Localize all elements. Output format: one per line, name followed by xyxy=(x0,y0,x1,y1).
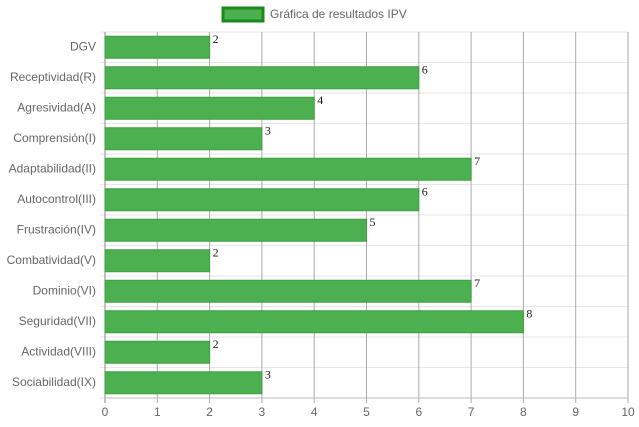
data-label: 5 xyxy=(370,215,376,229)
data-label: 7 xyxy=(474,276,480,290)
bar xyxy=(104,218,367,242)
data-label: 6 xyxy=(422,185,428,199)
x-tick-label: 5 xyxy=(363,405,370,419)
data-label: 6 xyxy=(422,63,428,77)
y-tick-label: Comprensión(I) xyxy=(13,131,96,145)
bar xyxy=(104,279,472,303)
y-tick-label: Agresividad(A) xyxy=(17,100,96,114)
y-tick-label: Combatividad(V) xyxy=(7,253,96,267)
bar xyxy=(104,127,263,151)
data-label: 2 xyxy=(213,246,219,260)
x-tick-label: 3 xyxy=(259,405,266,419)
bar xyxy=(104,157,472,181)
y-tick-label: Adaptabilidad(II) xyxy=(9,161,96,175)
bar xyxy=(104,96,315,120)
bar xyxy=(104,188,420,212)
y-tick-label: Sociabilidad(IX) xyxy=(12,375,96,389)
x-tick-label: 6 xyxy=(415,405,422,419)
x-tick-label: 0 xyxy=(102,405,109,419)
x-tick-label: 2 xyxy=(206,405,213,419)
data-label: 3 xyxy=(265,368,271,382)
y-tick-label: Autocontrol(III) xyxy=(17,192,96,206)
bar xyxy=(104,371,263,395)
x-tick-label: 9 xyxy=(572,405,579,419)
x-tick-label: 10 xyxy=(621,405,635,419)
data-label: 7 xyxy=(474,154,480,168)
data-label: 2 xyxy=(213,32,219,46)
bar xyxy=(104,340,211,364)
x-tick-label: 8 xyxy=(520,405,527,419)
legend-label: Gráfica de resultados IPV xyxy=(270,7,407,21)
x-tick-label: 7 xyxy=(468,405,475,419)
data-label: 4 xyxy=(317,93,323,107)
data-label: 8 xyxy=(526,307,532,321)
y-tick-label: Seguridad(VII) xyxy=(19,314,96,328)
y-tick-label: Actividad(VIII) xyxy=(21,344,96,358)
y-tick-label: DGV xyxy=(70,39,96,53)
data-label: 3 xyxy=(265,124,271,138)
bar xyxy=(104,66,420,90)
y-tick-label: Receptividad(R) xyxy=(10,70,96,84)
bar xyxy=(104,310,524,334)
data-label: 2 xyxy=(213,337,219,351)
bar xyxy=(104,35,211,59)
y-tick-label: Dominio(VI) xyxy=(33,283,96,297)
legend-swatch xyxy=(221,6,265,23)
x-tick-label: 1 xyxy=(154,405,161,419)
y-tick-label: Frustración(IV) xyxy=(17,222,96,236)
bar xyxy=(104,249,211,273)
x-tick-label: 4 xyxy=(311,405,318,419)
